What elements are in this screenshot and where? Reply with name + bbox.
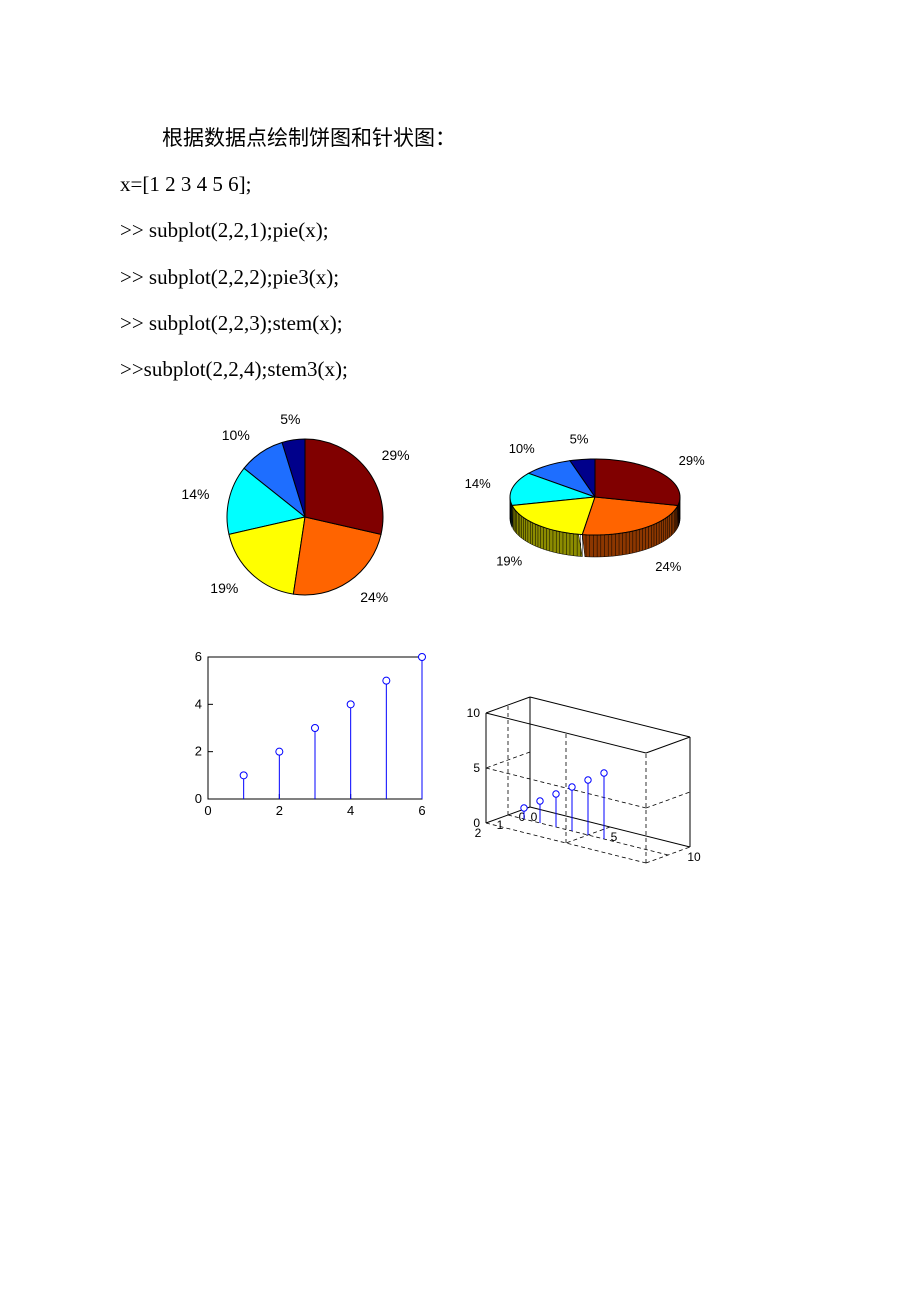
pie3d-chart: 5% 10% 14% 19% 24% 29%: [460, 412, 730, 627]
code-line-5: >>subplot(2,2,4);stem3(x);: [120, 346, 800, 392]
code-line-2: >> subplot(2,2,1);pie(x);: [120, 207, 800, 253]
svg-text:14%: 14%: [465, 476, 491, 491]
figure-area: 5% 10% 14% 19% 24% 29% 5% 10% 14% 19% 24% 29% 0 2 4 6…: [170, 412, 730, 872]
svg-text:5%: 5%: [280, 412, 300, 427]
svg-text:29%: 29%: [382, 447, 410, 463]
pie-chart: 5% 10% 14% 19% 24% 29%: [170, 412, 430, 627]
svg-text:0: 0: [531, 810, 538, 824]
svg-text:0: 0: [195, 791, 202, 806]
svg-text:1: 1: [497, 818, 504, 832]
svg-text:24%: 24%: [655, 559, 681, 574]
stem-chart: 0 2 4 6 0 2 4 6: [170, 647, 430, 872]
svg-text:5%: 5%: [570, 432, 589, 447]
svg-text:0: 0: [519, 810, 526, 824]
svg-text:10: 10: [467, 706, 481, 720]
code-line-4: >> subplot(2,2,3);stem(x);: [120, 300, 800, 346]
svg-text:29%: 29%: [679, 453, 705, 468]
subplot-row-2: 0 2 4 6 0 2 4 6 0 5 10 0 1 2 0 5 10: [170, 647, 730, 872]
code-line-1: x=[1 2 3 4 5 6];: [120, 161, 800, 207]
svg-text:24%: 24%: [360, 589, 388, 605]
stem3-chart: 05100120510: [450, 647, 730, 872]
svg-text:0: 0: [204, 803, 211, 818]
svg-text:5: 5: [611, 830, 618, 844]
svg-text:10%: 10%: [509, 441, 535, 456]
code-line-3: >> subplot(2,2,2);pie3(x);: [120, 254, 800, 300]
svg-text:4: 4: [195, 696, 202, 711]
subplot-row-1: 5% 10% 14% 19% 24% 29% 5% 10% 14% 19% 24% 29%: [170, 412, 730, 627]
svg-text:10%: 10%: [222, 427, 250, 443]
page: 根据数据点绘制饼图和针状图： x=[1 2 3 4 5 6]; >> subpl…: [0, 0, 920, 952]
svg-text:2: 2: [475, 826, 482, 840]
svg-text:14%: 14%: [181, 486, 209, 502]
svg-text:19%: 19%: [210, 580, 238, 596]
svg-text:2: 2: [195, 744, 202, 759]
svg-text:2: 2: [276, 803, 283, 818]
svg-text:4: 4: [347, 803, 354, 818]
svg-text:6: 6: [418, 803, 425, 818]
intro-text: 根据数据点绘制饼图和针状图：: [120, 115, 800, 161]
svg-text:10: 10: [687, 850, 701, 864]
svg-text:5: 5: [473, 761, 480, 775]
svg-text:19%: 19%: [496, 554, 522, 569]
svg-text:6: 6: [195, 649, 202, 664]
